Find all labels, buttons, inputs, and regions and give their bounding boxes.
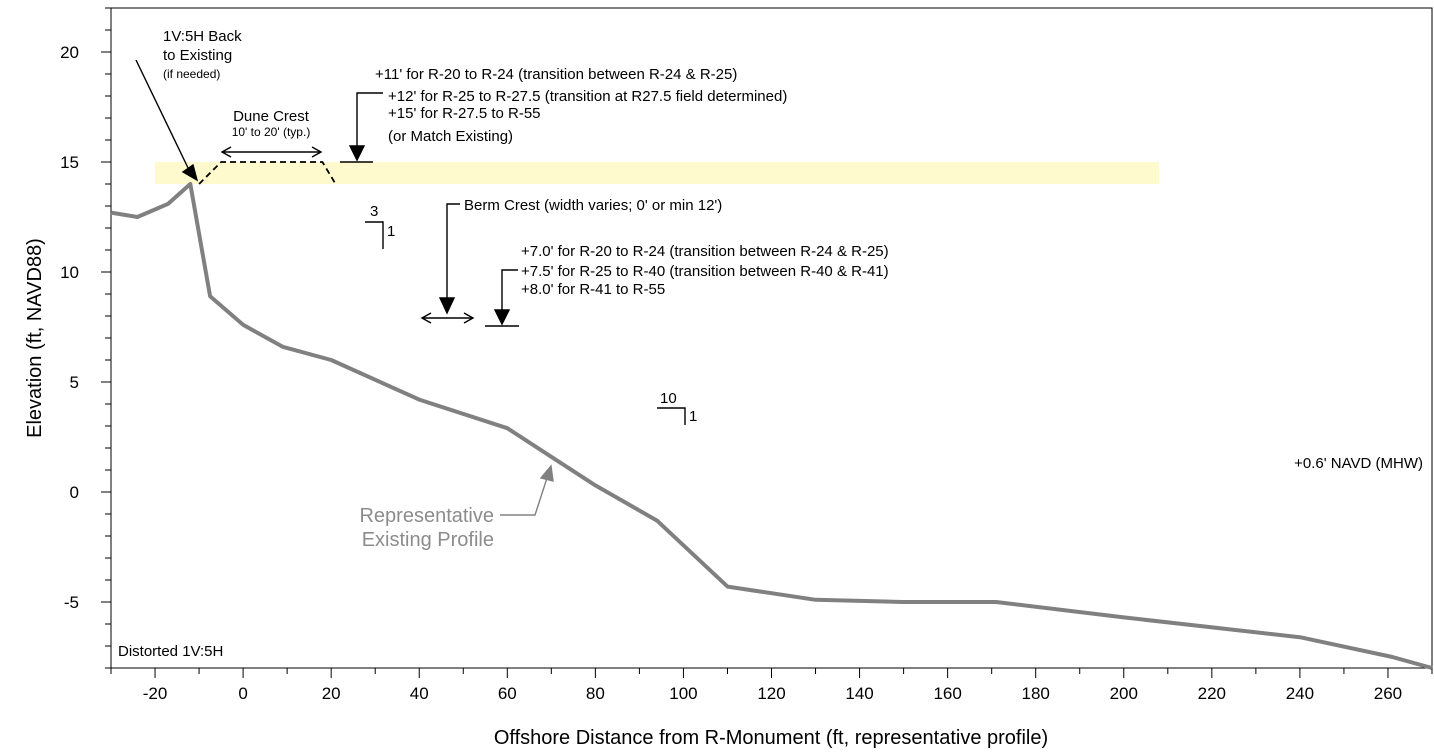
profile-label-2: Existing Profile — [362, 529, 494, 551]
series-group — [110, 161, 1433, 670]
dune-crest-note: 10' to 20' (typ.) — [232, 125, 311, 139]
y-tick-label: 10 — [60, 263, 79, 282]
dune-elevation-line-3: +15' for R-27.5 to R-55 — [388, 105, 541, 122]
berm-elevation-arrowhead — [493, 309, 511, 326]
x-tick-label: 0 — [238, 684, 247, 703]
y-tick-label: 5 — [70, 373, 79, 392]
plot-frame — [110, 7, 1433, 669]
y-tick-label: 0 — [70, 483, 79, 502]
berm-crest-arrowhead — [438, 297, 456, 315]
berm-elevation-leader — [501, 269, 518, 312]
existing-profile-line — [110, 182, 1433, 670]
dune-elevation-band — [155, 162, 1159, 184]
x-tick-label: 80 — [586, 684, 605, 703]
dune-elevation-leader — [356, 92, 383, 148]
dune-elevation-line-1: +11' for R-20 to R-24 (transition betwee… — [375, 66, 737, 83]
x-tick-label: 200 — [1110, 684, 1138, 703]
x-tick-label: 40 — [410, 684, 429, 703]
y-tick-label: 20 — [60, 43, 79, 62]
dune-crest-label: Dune Crest — [233, 108, 310, 125]
dune-slope-mark — [365, 221, 384, 249]
x-tick-label: 60 — [498, 684, 517, 703]
dune-template-line — [198, 161, 337, 185]
x-tick-label: 220 — [1198, 684, 1226, 703]
x-tick-label: 20 — [322, 684, 341, 703]
berm-slope-run: 10 — [660, 390, 677, 407]
x-tick-label: 100 — [669, 684, 697, 703]
x-axis-title: Offshore Distance from R-Monument (ft, r… — [494, 727, 1048, 749]
y-axis-title: Elevation (ft, NAVD88) — [24, 238, 46, 438]
berm-width-arrow-left — [420, 312, 432, 324]
axes: -20 0 20 40 60 80 100 120 140 160 180 200 220 240 2602… — [60, 7, 1433, 703]
x-tick-label: 120 — [757, 684, 785, 703]
berm-slope-rise: 1 — [689, 408, 697, 425]
distorted-scale-label: Distorted 1V:5H — [118, 643, 223, 660]
berm-elevation-line-1: +7.0' for R-20 to R-24 (transition betwe… — [521, 243, 889, 260]
dune-slope-rise: 1 — [387, 223, 395, 240]
x-tick-label: 180 — [1022, 684, 1050, 703]
dune-crest-arrow-right — [311, 146, 323, 158]
berm-crest-leader — [446, 203, 460, 300]
x-tick-label: 240 — [1286, 684, 1314, 703]
dune-crest-arrow-left — [220, 146, 232, 158]
back-to-existing-label-1: 1V:5H Back — [163, 28, 242, 45]
y-tick-label: -5 — [64, 593, 79, 612]
berm-crest-label: Berm Crest (width varies; 0' or min 12') — [464, 197, 722, 214]
back-to-existing-note: (if needed) — [163, 67, 220, 81]
x-tick-label: 140 — [845, 684, 873, 703]
dune-elevation-arrowhead — [348, 145, 366, 162]
y-tick-label: 15 — [60, 153, 79, 172]
annotation-graphics — [135, 59, 686, 425]
profile-label-1: Representative — [359, 505, 494, 527]
back-to-existing-label-2: to Existing — [163, 47, 232, 64]
profile-label-leader — [500, 464, 554, 516]
back-to-existing-arrowhead — [181, 163, 199, 182]
dune-elevation-line-4: (or Match Existing) — [388, 128, 513, 145]
back-to-existing-leader — [135, 59, 191, 173]
berm-slope-mark — [657, 407, 686, 425]
berm-elevation-line-3: +8.0' for R-41 to R-55 — [521, 281, 665, 298]
berm-elevation-line-2: +7.5' for R-25 to R-40 (transition betwe… — [521, 263, 889, 280]
mhw-label: +0.6' NAVD (MHW) — [1294, 455, 1423, 472]
x-tick-label: -20 — [143, 684, 168, 703]
x-tick-label: 260 — [1374, 684, 1402, 703]
dune-slope-run: 3 — [370, 203, 378, 220]
dune-elevation-line-2: +12' for R-25 to R-27.5 (transition at R… — [388, 88, 787, 105]
x-tick-label: 160 — [933, 684, 961, 703]
berm-width-arrow-right — [463, 312, 475, 324]
